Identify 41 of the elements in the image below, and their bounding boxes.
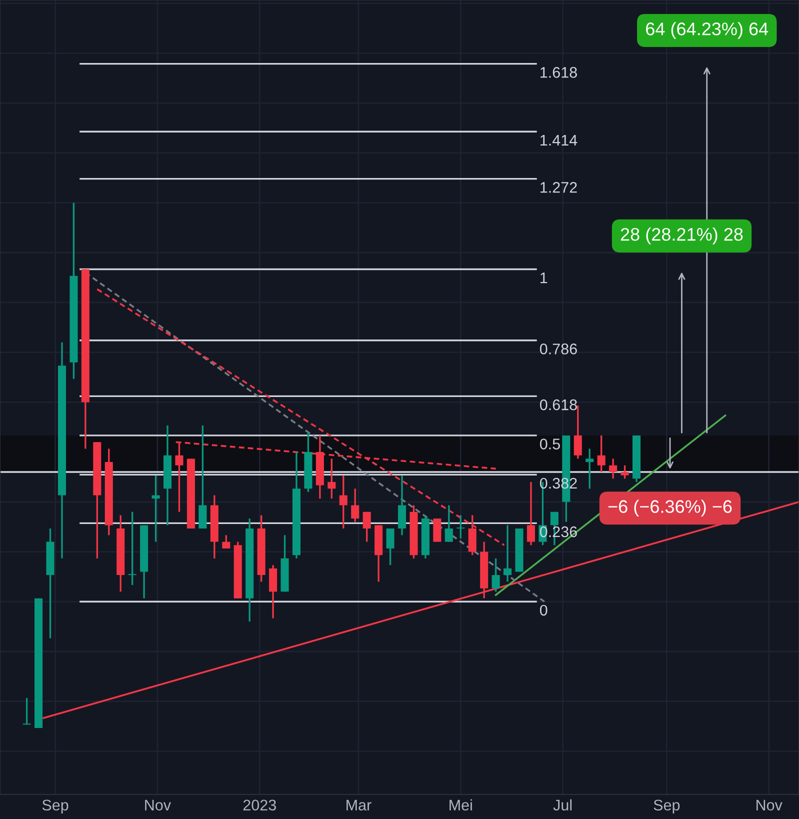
candlestick — [222, 534, 230, 550]
annotation: 64 (64.23%) 64 — [646, 22, 768, 39]
annotation: −6 (−6.36%) −6 — [608, 500, 732, 517]
candlestick — [597, 434, 606, 473]
x-tick-label: Sep — [654, 800, 680, 814]
candlestick — [362, 511, 371, 543]
candlestick — [351, 488, 360, 523]
candlestick — [198, 424, 207, 530]
ref-line-label: 0.5 — [540, 438, 560, 450]
candlestick — [269, 564, 278, 620]
ref-line-label: 0 — [540, 604, 548, 616]
candlestick — [456, 514, 465, 540]
candlestick — [398, 474, 406, 536]
candlestick — [444, 504, 453, 543]
candlestick — [386, 528, 394, 566]
ref-line-label: 1.618 — [540, 67, 577, 78]
x-tick-label: Mei — [450, 799, 472, 811]
x-tick-label: Jul — [553, 799, 572, 811]
ref-line-label: 0.786 — [540, 344, 577, 354]
ref-line-label: 1 — [540, 272, 548, 284]
candlestick — [492, 558, 500, 593]
candlestick — [586, 448, 594, 490]
ref-line-label: 1.414 — [540, 134, 578, 146]
candlestick — [152, 474, 160, 543]
x-tick-label: 2023 — [243, 800, 276, 811]
candlestick — [526, 481, 536, 546]
candlestick — [128, 511, 136, 586]
ref-line-label: 1.272 — [540, 182, 577, 193]
candlestick — [433, 518, 442, 543]
x-tick-label: Mar — [346, 800, 372, 811]
candlestick — [22, 697, 31, 726]
annotation: 28 (28.21%) 28 — [620, 227, 743, 244]
x-tick-label: Nov — [756, 800, 782, 811]
candlestick — [620, 464, 629, 480]
x-tick-label: Sep — [42, 800, 68, 814]
candlestick — [339, 474, 348, 530]
ref-line-label: 0.618 — [540, 399, 577, 410]
x-tick-label: Nov — [145, 800, 171, 811]
candlestick — [328, 458, 336, 500]
candlestick — [609, 458, 618, 480]
candlestick — [504, 524, 512, 583]
